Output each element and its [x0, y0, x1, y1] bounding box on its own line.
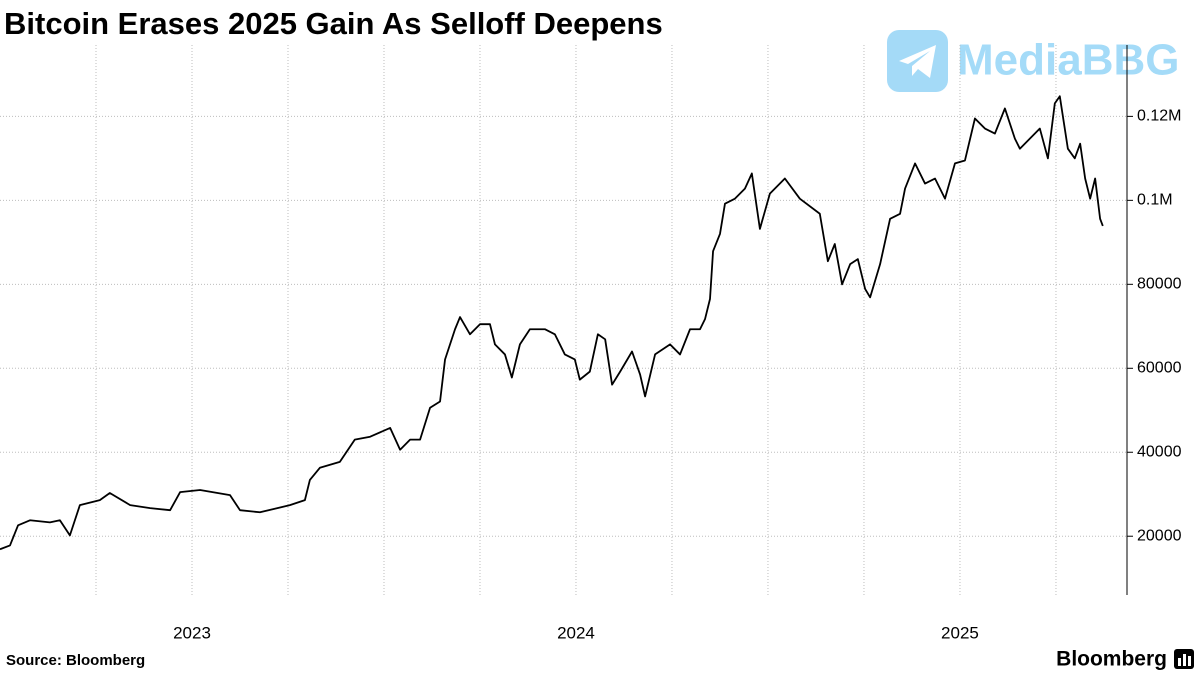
y-tick-label: 0.1M	[1137, 192, 1173, 209]
brand: Bloomberg	[1056, 648, 1167, 671]
brand-icon	[1174, 649, 1194, 669]
y-tick-label: 60000	[1137, 360, 1182, 377]
source: Source: Bloomberg	[6, 652, 145, 669]
chart-title: Bitcoin Erases 2025 Gain As Selloff Deep…	[4, 6, 663, 41]
price-line	[0, 95, 1104, 551]
watermark-icon	[887, 30, 948, 92]
y-tick-label: 20000	[1137, 527, 1182, 544]
y-tick-label: 80000	[1137, 276, 1182, 293]
y-tick-label: 0.12M	[1137, 108, 1181, 125]
x-tick-label: 2025	[941, 623, 979, 642]
watermark: MediaBBG	[957, 36, 1179, 85]
x-tick-label: 2023	[173, 623, 211, 642]
y-tick-label: 40000	[1137, 443, 1182, 460]
x-tick-label: 2024	[557, 623, 595, 642]
